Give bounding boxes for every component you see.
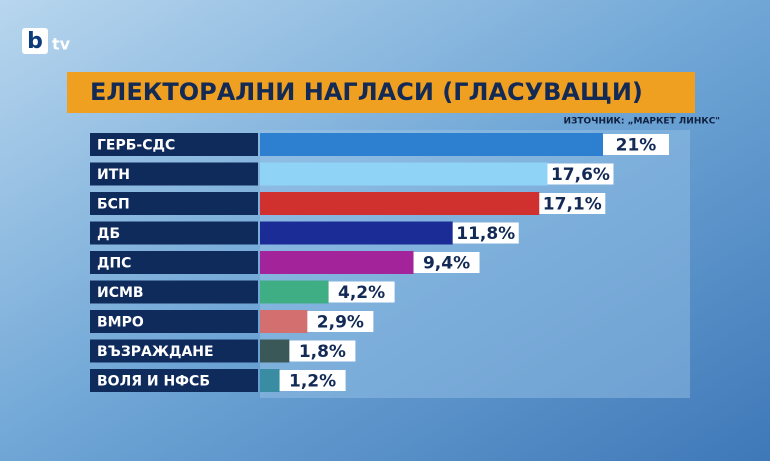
value-box — [539, 193, 606, 214]
value-box — [289, 340, 356, 362]
category-label: ВОЛЯ И НФСБ — [97, 374, 210, 390]
bar — [260, 369, 280, 392]
logo-mark: b — [27, 29, 43, 54]
label-cell — [90, 192, 258, 215]
value-label: 9,4% — [423, 254, 470, 274]
value-box — [328, 281, 395, 303]
bar — [260, 310, 308, 333]
value-box — [603, 134, 669, 155]
bar — [260, 162, 548, 186]
label-cell — [90, 221, 258, 245]
label-cell — [90, 339, 258, 363]
chart-title: ЕЛЕКТОРАЛНИ НАГЛАСИ (ГЛАСУВАЩИ) — [90, 78, 643, 106]
bar — [260, 133, 603, 156]
value-label: 2,9% — [317, 313, 364, 333]
category-label: ДПС — [97, 256, 131, 272]
label-cell — [90, 251, 258, 274]
title-bar — [67, 72, 695, 113]
value-label: 4,2% — [338, 283, 385, 303]
bar — [260, 280, 329, 304]
bar — [260, 251, 414, 274]
category-label: БСП — [97, 197, 130, 213]
value-label: 11,8% — [456, 224, 515, 244]
category-label: ВМРО — [97, 315, 144, 331]
logo-box — [22, 28, 48, 54]
value-label: 21% — [616, 136, 657, 156]
value-label: 17,1% — [543, 195, 602, 215]
bar — [260, 339, 290, 363]
label-cell — [90, 133, 258, 156]
label-cell — [90, 310, 258, 333]
value-box — [279, 370, 346, 391]
category-label: ИСМВ — [97, 285, 144, 301]
category-label: ДБ — [97, 226, 120, 242]
value-label: 17,6% — [551, 165, 610, 185]
source: ИЗТОЧНИК: „МАРКЕТ ЛИНКС" — [563, 117, 720, 127]
category-label: ИТН — [97, 167, 130, 183]
label-cell — [90, 162, 258, 186]
category-label: ГЕРБ-СДС — [97, 138, 175, 154]
logo-text: tv — [52, 35, 71, 54]
bar — [260, 221, 453, 245]
bar — [260, 192, 540, 215]
category-label: ВЪЗРАЖДАНЕ — [97, 344, 214, 360]
value-box — [547, 163, 614, 185]
value-label: 1,2% — [289, 372, 336, 392]
value-label: 1,8% — [299, 342, 346, 362]
value-box — [413, 252, 480, 273]
value-box — [452, 222, 519, 244]
value-box — [307, 311, 374, 332]
label-cell — [90, 369, 258, 392]
label-cell — [90, 280, 258, 304]
